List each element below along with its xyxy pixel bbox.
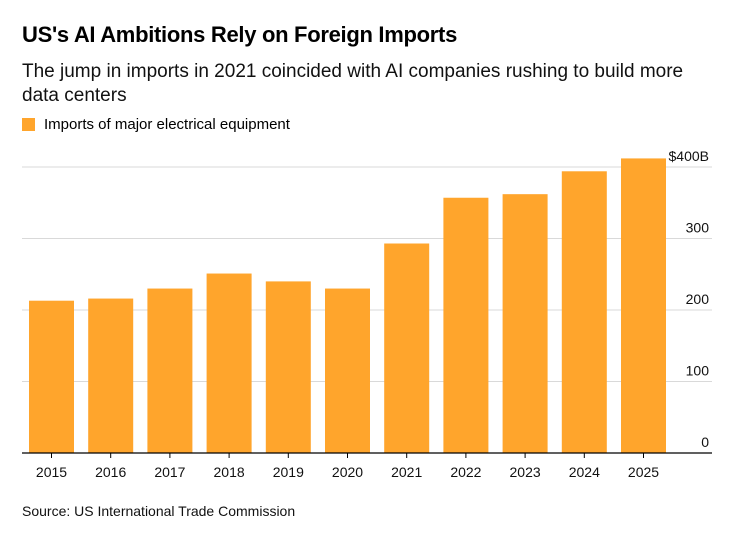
bar-2016 — [88, 298, 134, 453]
bar-2024 — [561, 171, 607, 453]
bar-2025 — [621, 158, 666, 454]
bar-2015 — [29, 300, 74, 453]
x-tick-labels: 2015 2016 2017 2018 2019 2020 2021 2022 2023 2024… — [22, 452, 712, 480]
bar-2021 — [384, 243, 430, 453]
x-tick-label: 2021 — [391, 464, 422, 480]
x-tick-label: 2016 — [95, 464, 126, 480]
bar-2019 — [265, 281, 311, 453]
y-tick-label: $400B — [669, 148, 709, 164]
y-tick-label: 200 — [686, 291, 710, 307]
chart-subtitle: The jump in imports in 2021 coincided wi… — [22, 61, 684, 106]
y-tick-label: 0 — [701, 434, 709, 450]
x-tick-label: 2019 — [273, 464, 304, 480]
x-tick-label: 2018 — [214, 464, 245, 480]
legend: Imports of major electrical equipment — [22, 116, 290, 133]
bar-chart: 0 100 200 300 $400B 2015 2016 2017 2018 2019 2020… — [22, 148, 712, 480]
y-tick-label: 100 — [686, 363, 710, 379]
legend-swatch — [22, 118, 35, 131]
x-tick-label: 2022 — [450, 464, 481, 480]
x-tick-label: 2017 — [154, 464, 185, 480]
x-tick-label: 2023 — [510, 464, 541, 480]
bar-2018 — [206, 273, 252, 453]
x-tick-label: 2024 — [569, 464, 600, 480]
bar-2023 — [502, 194, 548, 454]
x-tick-label: 2025 — [628, 464, 659, 480]
x-tick-label: 2020 — [332, 464, 363, 480]
y-tick-label: 300 — [686, 220, 710, 236]
bars — [29, 158, 666, 454]
chart-title: US's AI Ambitions Rely on Foreign Import… — [22, 22, 458, 47]
x-tick-label: 2015 — [36, 464, 67, 480]
bar-2017 — [147, 288, 193, 453]
source-note: Source: US International Trade Commissio… — [22, 503, 296, 519]
y-tick-labels: 0 100 200 300 $400B — [669, 148, 710, 450]
bar-2020 — [325, 288, 370, 453]
bar-2022 — [443, 197, 489, 453]
legend-label: Imports of major electrical equipment — [44, 116, 290, 133]
